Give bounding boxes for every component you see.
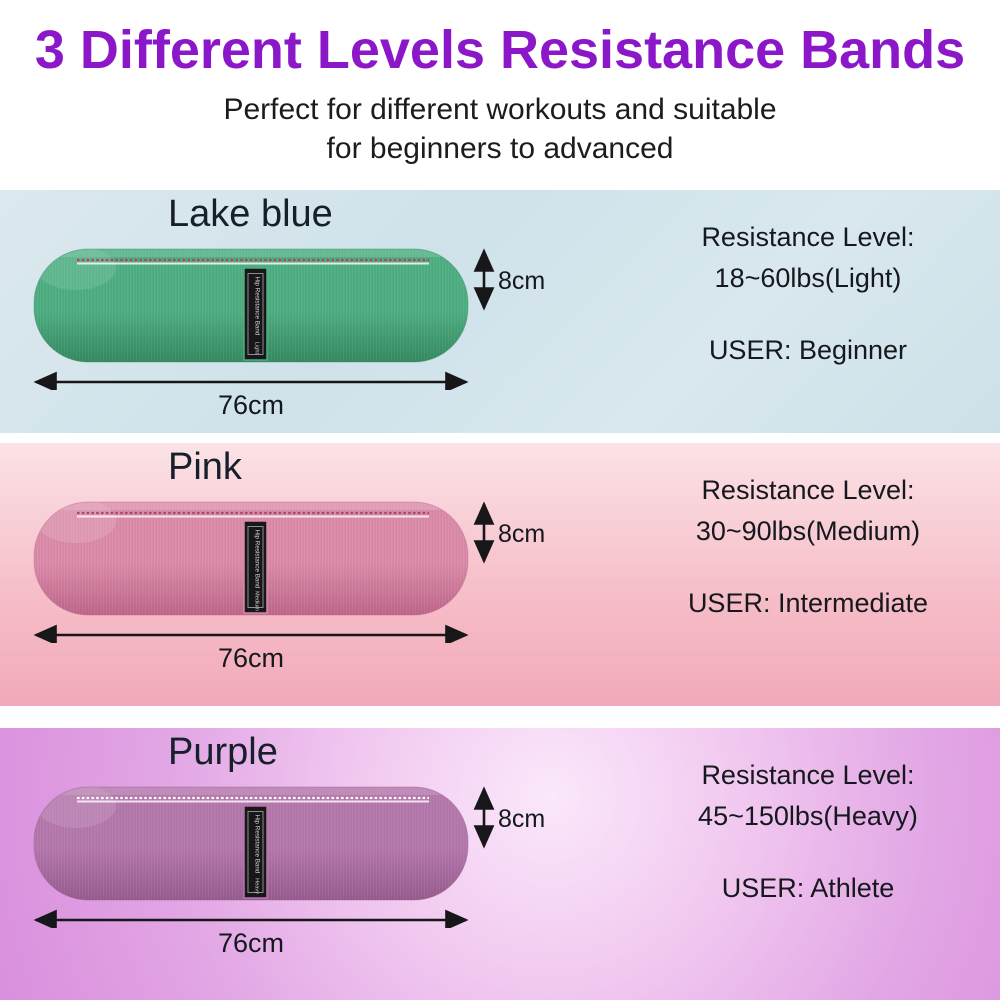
svg-text:Hip Resistance Band: Hip Resistance Band: [254, 277, 261, 336]
svg-text:Hip Resistance Band: Hip Resistance Band: [254, 530, 261, 589]
svg-text:8cm: 8cm: [498, 520, 545, 548]
svg-text:Hip Resistance Band: Hip Resistance Band: [254, 815, 261, 874]
svg-text:Light: Light: [254, 342, 260, 355]
svg-text:Heavy: Heavy: [254, 878, 260, 894]
svg-text:8cm: 8cm: [498, 267, 545, 295]
svg-text:Medium: Medium: [254, 591, 260, 611]
svg-text:8cm: 8cm: [498, 805, 545, 833]
